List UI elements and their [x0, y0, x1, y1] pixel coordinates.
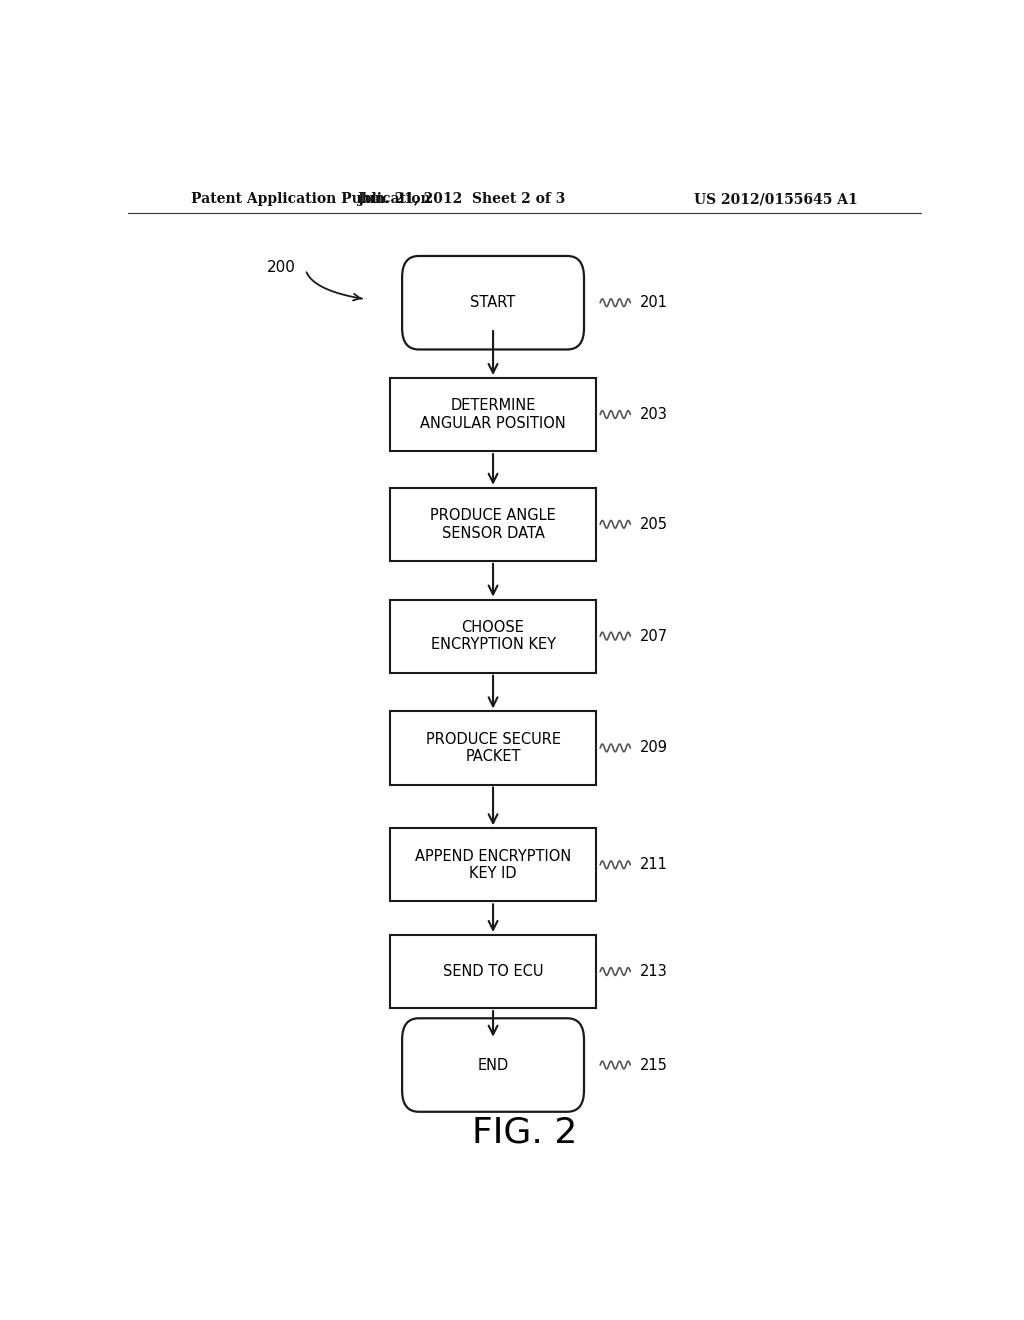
Bar: [390, 828, 596, 902]
Text: START: START: [470, 296, 516, 310]
Text: 213: 213: [640, 964, 668, 979]
Text: 215: 215: [640, 1057, 668, 1073]
Text: 205: 205: [640, 517, 668, 532]
Text: 201: 201: [640, 296, 668, 310]
Text: 203: 203: [640, 407, 668, 422]
Bar: [390, 711, 596, 784]
Text: APPEND ENCRYPTION
KEY ID: APPEND ENCRYPTION KEY ID: [415, 849, 571, 880]
Bar: [390, 599, 596, 673]
Text: Jun. 21, 2012  Sheet 2 of 3: Jun. 21, 2012 Sheet 2 of 3: [357, 191, 565, 206]
Text: END: END: [477, 1057, 509, 1073]
Text: PRODUCE SECURE
PACKET: PRODUCE SECURE PACKET: [426, 731, 560, 764]
Text: PRODUCE ANGLE
SENSOR DATA: PRODUCE ANGLE SENSOR DATA: [430, 508, 556, 540]
Text: 211: 211: [640, 857, 668, 873]
Text: 200: 200: [267, 260, 296, 275]
Bar: [390, 935, 596, 1008]
Text: FIG. 2: FIG. 2: [472, 1115, 578, 1150]
Text: DETERMINE
ANGULAR POSITION: DETERMINE ANGULAR POSITION: [420, 399, 566, 430]
FancyBboxPatch shape: [402, 1018, 584, 1111]
Text: 209: 209: [640, 741, 668, 755]
Text: US 2012/0155645 A1: US 2012/0155645 A1: [694, 191, 858, 206]
Text: CHOOSE
ENCRYPTION KEY: CHOOSE ENCRYPTION KEY: [430, 620, 556, 652]
Text: SEND TO ECU: SEND TO ECU: [442, 964, 544, 979]
Text: Patent Application Publication: Patent Application Publication: [191, 191, 431, 206]
Bar: [390, 487, 596, 561]
Text: 207: 207: [640, 628, 668, 644]
FancyBboxPatch shape: [402, 256, 584, 350]
Bar: [390, 378, 596, 451]
